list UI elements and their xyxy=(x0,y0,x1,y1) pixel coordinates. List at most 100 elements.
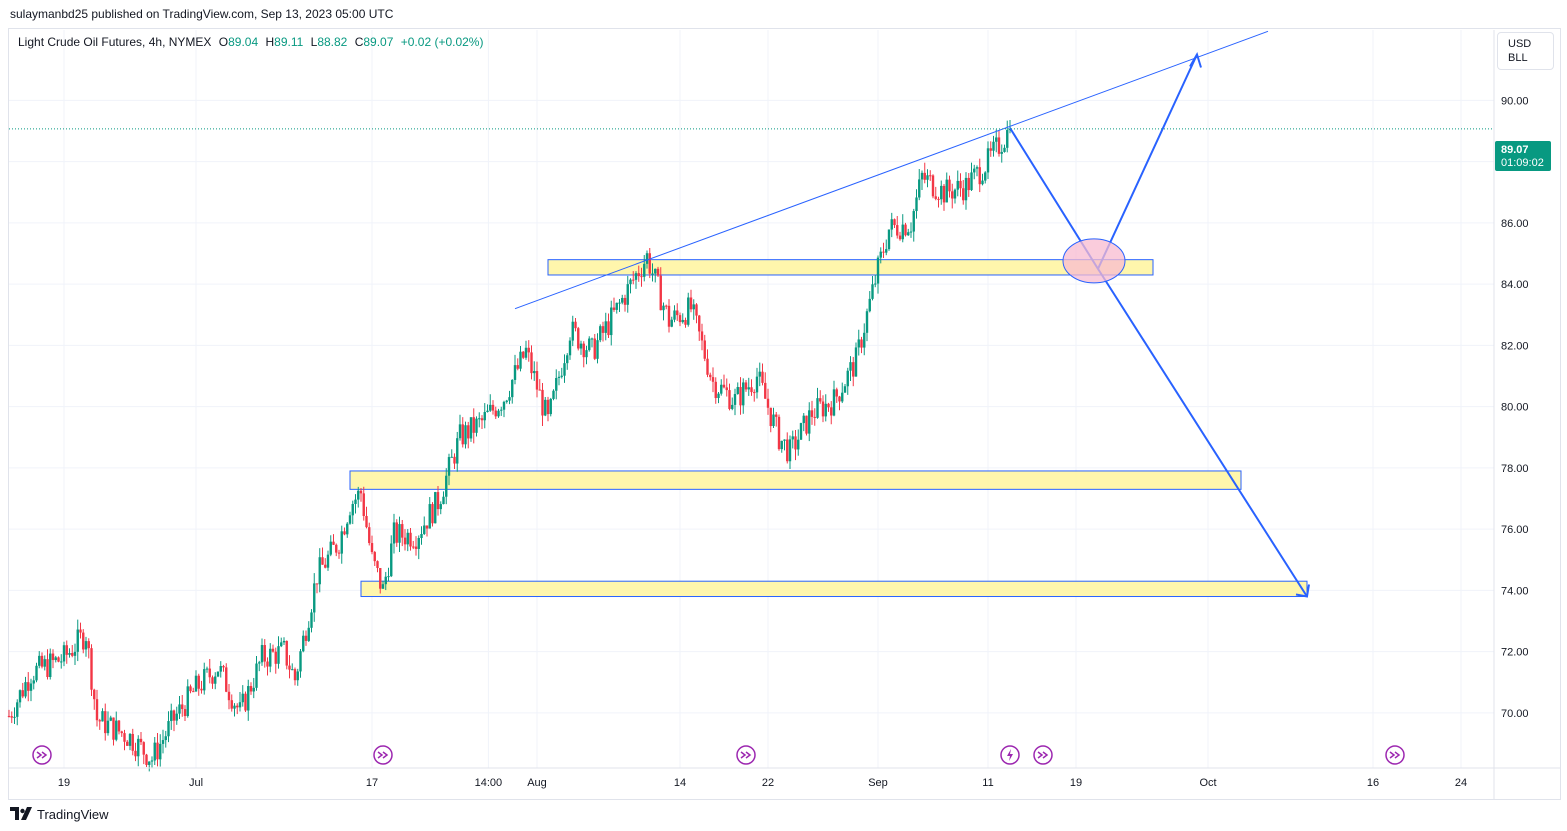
split-event-icon[interactable] xyxy=(32,745,52,765)
candle-body xyxy=(670,319,673,327)
candle-body xyxy=(346,523,349,535)
flash-event-icon[interactable] xyxy=(1000,745,1020,765)
candle-body xyxy=(654,268,657,274)
candle-body xyxy=(552,390,555,399)
candle-body xyxy=(93,689,96,700)
candle-body xyxy=(909,231,913,233)
candle-body xyxy=(260,645,264,663)
time-axis[interactable]: 19 Jul 17 14:00 Aug 14 22 Sep 11 19 Oct 16 24 xyxy=(9,767,1560,789)
candle-body xyxy=(918,179,921,198)
split-event-icon[interactable] xyxy=(1033,745,1053,765)
split-event-icon[interactable] xyxy=(1385,745,1405,765)
candle-body xyxy=(24,682,27,697)
horizontal-zones[interactable] xyxy=(349,259,1308,598)
support-resistance-zone[interactable] xyxy=(349,470,1242,490)
x-tick-label: 11 xyxy=(982,777,993,789)
candle-body xyxy=(296,671,299,681)
candle-body xyxy=(329,541,332,555)
candle-body xyxy=(38,655,41,666)
candle-body xyxy=(898,235,902,240)
candle-body xyxy=(951,191,954,199)
drawing-layer[interactable] xyxy=(514,30,1310,598)
candle-body xyxy=(205,668,209,670)
forward-arrows-glyph xyxy=(377,751,389,759)
price-axis[interactable]: 70.00 72.00 74.00 76.00 78.00 80.00 82.00 84.00… xyxy=(1493,30,1529,800)
candle-body xyxy=(813,416,816,418)
candle-body xyxy=(489,404,492,411)
candle-body xyxy=(810,410,814,417)
candle-body xyxy=(637,273,640,277)
support-resistance-zone[interactable] xyxy=(547,259,1154,276)
currency-label: USD xyxy=(1508,38,1532,50)
candle-body xyxy=(227,691,231,701)
y-tick-label: 78.00 xyxy=(1501,463,1529,475)
x-tick-label: Aug xyxy=(527,777,547,789)
change-value: +0.02 (+0.02%) xyxy=(400,35,484,49)
candle-body xyxy=(516,365,519,369)
candle-body xyxy=(376,561,379,568)
candle-body xyxy=(425,525,429,529)
candle-body xyxy=(535,371,539,390)
x-tick-label: Sep xyxy=(868,777,888,789)
candle-body xyxy=(772,414,775,427)
publisher-line: sulaymanbd25 published on TradingView.co… xyxy=(10,7,394,21)
candle-body xyxy=(860,339,863,348)
candle-body xyxy=(447,457,451,476)
candle-body xyxy=(491,404,495,411)
tradingview-logo[interactable]: TradingView xyxy=(10,804,109,824)
candle-body xyxy=(709,374,712,378)
split-event-icon[interactable] xyxy=(736,745,756,765)
candle-body xyxy=(76,629,79,652)
candle-body xyxy=(164,736,167,741)
candle-body xyxy=(571,321,574,341)
candle-body xyxy=(395,522,398,543)
candle-body xyxy=(148,761,151,765)
candle-body xyxy=(428,504,431,529)
candle-body xyxy=(280,642,283,647)
candlestick-series xyxy=(7,120,1012,772)
candle-body xyxy=(871,284,874,299)
candle-body xyxy=(923,172,926,180)
candle-body xyxy=(505,400,508,402)
candle-body xyxy=(890,219,893,230)
candle-body xyxy=(643,263,646,277)
candle-body xyxy=(172,710,176,721)
candle-body xyxy=(16,702,19,717)
candle-body xyxy=(579,343,583,349)
candle-body xyxy=(65,645,68,655)
candle-body xyxy=(335,544,338,553)
forward-arrows-glyph xyxy=(1037,751,1049,759)
candle-body xyxy=(494,410,497,417)
candle-body xyxy=(761,371,764,383)
candle-body xyxy=(310,612,313,628)
bar-countdown: 01:09:02 xyxy=(1501,157,1544,169)
candle-body xyxy=(956,180,959,190)
candle-body xyxy=(970,172,973,191)
event-markers[interactable] xyxy=(32,745,1405,765)
candle-body xyxy=(10,716,13,718)
candle-body xyxy=(431,504,434,524)
ascending-trendline[interactable] xyxy=(514,30,1269,310)
candle-body xyxy=(18,690,22,703)
candle-body xyxy=(997,137,1001,154)
support-resistance-zone[interactable] xyxy=(360,580,1308,598)
symbol-title[interactable]: Light Crude Oil Futures, 4h, NYMEX xyxy=(18,35,212,49)
candle-body xyxy=(324,564,327,568)
close-value: 89.07 xyxy=(363,35,394,49)
candle-body xyxy=(560,375,563,377)
candle-body xyxy=(659,275,662,311)
currency-unit-selector[interactable]: USD BLL xyxy=(1497,32,1554,70)
candle-body xyxy=(783,439,786,441)
candle-body xyxy=(1006,129,1009,148)
candle-body xyxy=(150,760,154,762)
split-event-icon[interactable] xyxy=(373,745,393,765)
projection-path[interactable] xyxy=(1009,54,1308,598)
candle-body xyxy=(62,645,66,662)
brand-name: TradingView xyxy=(37,806,109,822)
candle-body xyxy=(805,415,808,434)
candle-body xyxy=(483,412,486,421)
candle-body xyxy=(797,439,800,450)
candle-body xyxy=(87,641,90,649)
highlight-ellipse[interactable] xyxy=(1062,238,1126,284)
